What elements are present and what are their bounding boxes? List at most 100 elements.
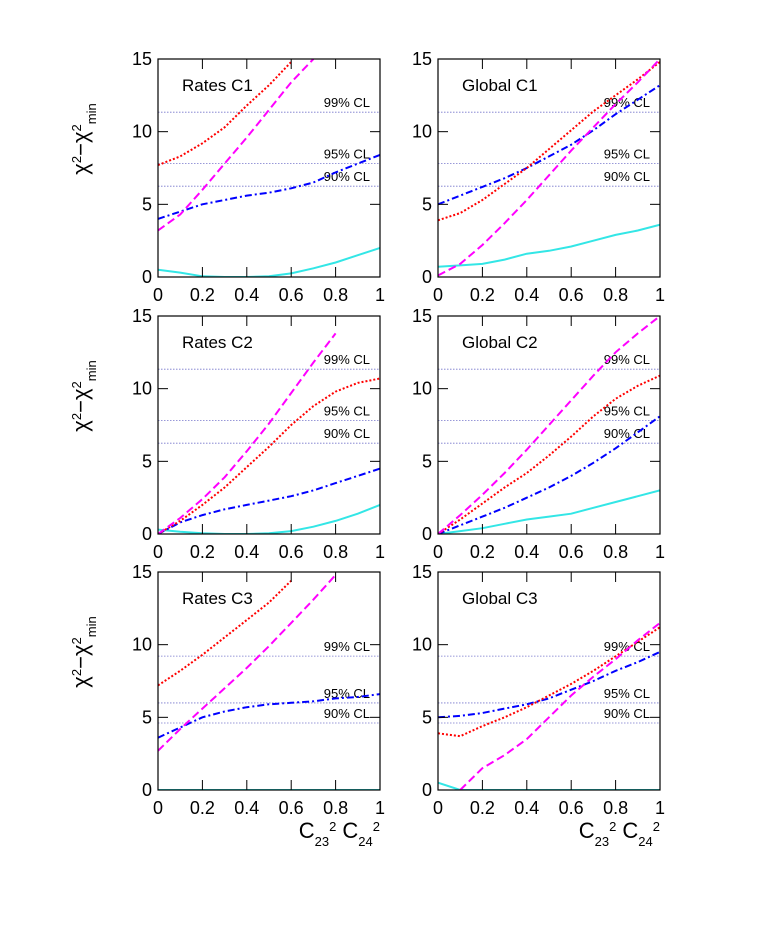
series-line: [438, 374, 660, 534]
series-line: [158, 377, 380, 534]
x-tick-label: 0.2: [470, 798, 495, 818]
y-axis-label-part: min: [84, 616, 99, 637]
panel-title: Global C1: [462, 76, 538, 95]
x-tick-label: 1: [655, 798, 665, 818]
plot-frame: [437, 58, 661, 278]
x-tick-label: 1: [375, 542, 385, 562]
series-line: [158, 693, 380, 739]
series-line: [158, 574, 337, 752]
plot-frame: [437, 571, 661, 791]
plot-frame: [157, 58, 381, 278]
x-tick-label: 0.8: [323, 798, 348, 818]
x-tick-label: 0.8: [323, 542, 348, 562]
y-axis-label-part: 2: [69, 413, 84, 420]
y-axis-label: χ2−χ2min: [68, 360, 99, 431]
x-tick-label: 1: [655, 285, 665, 305]
y-tick-label: 10: [412, 379, 432, 399]
panel: 99% CL 95% CL 90% CL 0 5 10 15 0 0.2 0.4 0.6 0.8 1 Ra…: [68, 562, 385, 849]
y-tick-label: 5: [422, 707, 432, 727]
x-tick-label: 1: [655, 542, 665, 562]
x-axis-label-part: C: [299, 818, 315, 843]
y-tick-label: 15: [132, 306, 152, 326]
series-line: [158, 153, 380, 220]
x-tick-label: 0.8: [603, 285, 628, 305]
reference-label: 99% CL: [324, 95, 370, 110]
series-line: [438, 61, 660, 222]
x-tick-label: 0.4: [234, 285, 259, 305]
y-tick-label: 15: [132, 562, 152, 582]
reference-label: 90% CL: [604, 169, 650, 184]
y-tick-label: 5: [422, 451, 432, 471]
x-tick-label: 0: [433, 542, 443, 562]
y-tick-label: 0: [142, 524, 152, 544]
series-line: [438, 223, 660, 268]
x-tick-label: 0.6: [559, 798, 584, 818]
series-line: [438, 415, 660, 534]
x-tick-label: 0.2: [470, 542, 495, 562]
plot-frame: [157, 571, 381, 791]
x-axis-label-part: 2: [653, 819, 660, 834]
x-axis-label-part: 24: [358, 834, 372, 849]
y-axis-label: χ2−χ2min: [68, 103, 99, 174]
panel: 99% CL 95% CL 90% CL 0 5 10 15 0 0.2 0.4 0.6 0.8 1 Ra…: [68, 306, 385, 562]
series-line: [438, 626, 660, 738]
y-tick-label: 10: [132, 379, 152, 399]
series-line: [158, 332, 337, 534]
x-tick-label: 0.6: [559, 285, 584, 305]
x-axis-label-part: C: [616, 818, 638, 843]
y-axis-label-part: −χ: [68, 131, 93, 156]
panel-title: Rates C2: [182, 333, 253, 352]
series-line: [158, 59, 315, 232]
x-tick-label: 0: [153, 542, 163, 562]
series-line: [158, 503, 380, 534]
x-axis-label-part: 23: [595, 834, 609, 849]
x-tick-label: 0.6: [279, 542, 304, 562]
y-axis-label-part: min: [84, 103, 99, 124]
y-axis-label: χ2−χ2min: [68, 616, 99, 687]
y-tick-label: 5: [142, 707, 152, 727]
panel: 99% CL 95% CL 90% CL 0 5 10 15 0 0.2 0.4 0.6 0.8 1 Ra…: [68, 49, 385, 305]
x-axis-label: C232 C242: [299, 818, 380, 849]
x-tick-label: 0: [153, 798, 163, 818]
y-tick-label: 15: [412, 562, 432, 582]
x-tick-label: 0: [433, 285, 443, 305]
panel-title: Rates C1: [182, 76, 253, 95]
x-tick-label: 0: [153, 285, 163, 305]
y-tick-label: 15: [412, 306, 432, 326]
y-axis-label-part: 2: [69, 381, 84, 388]
x-tick-label: 0.6: [559, 542, 584, 562]
x-axis-label-part: C: [579, 818, 595, 843]
reference-label: 99% CL: [324, 352, 370, 367]
x-axis-label-part: 24: [638, 834, 652, 849]
plot-frame: [437, 315, 661, 535]
y-tick-label: 5: [142, 194, 152, 214]
panel: 99% CL 95% CL 90% CL 0 5 10 15 0 0.2 0.4 0.6 0.8 1 Gl…: [412, 306, 665, 562]
y-axis-label-part: 2: [69, 669, 84, 676]
y-tick-label: 0: [422, 267, 432, 287]
x-tick-label: 0.8: [603, 798, 628, 818]
y-axis-label-part: χ: [68, 420, 93, 432]
y-tick-label: 0: [142, 780, 152, 800]
series-line: [438, 84, 660, 206]
x-tick-label: 0.2: [470, 285, 495, 305]
y-tick-label: 0: [142, 267, 152, 287]
y-axis-label-part: χ: [68, 676, 93, 688]
x-tick-label: 0.8: [323, 285, 348, 305]
y-tick-label: 0: [422, 524, 432, 544]
series-line: [158, 467, 380, 534]
y-axis-label-part: min: [84, 360, 99, 381]
series-line: [438, 59, 660, 277]
y-tick-label: 10: [132, 122, 152, 142]
reference-label: 95% CL: [324, 146, 370, 161]
panel-title: Global C3: [462, 589, 538, 608]
y-axis-label-part: −χ: [68, 388, 93, 413]
reference-label: 90% CL: [324, 169, 370, 184]
x-tick-label: 1: [375, 285, 385, 305]
reference-label: 95% CL: [604, 403, 650, 418]
y-tick-label: 10: [412, 635, 432, 655]
x-tick-label: 0.2: [190, 798, 215, 818]
reference-label: 95% CL: [604, 686, 650, 701]
reference-label: 90% CL: [604, 426, 650, 441]
reference-label: 90% CL: [324, 706, 370, 721]
